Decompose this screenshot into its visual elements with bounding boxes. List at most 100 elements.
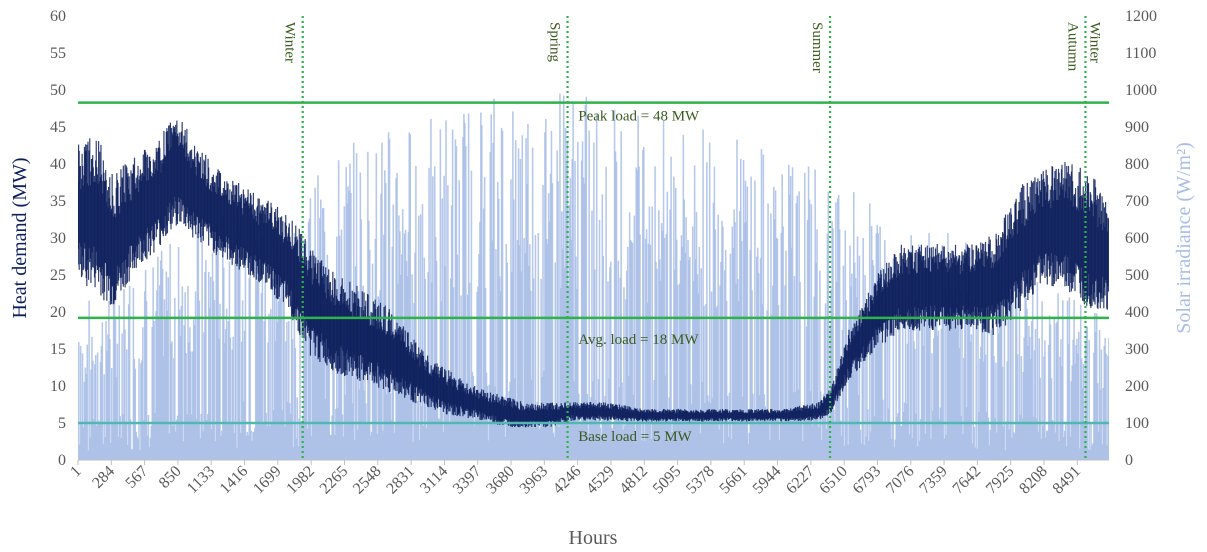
solar-bar	[1092, 443, 1094, 460]
solar-bar	[315, 331, 317, 460]
solar-bar	[389, 392, 392, 460]
solar-bar	[498, 276, 501, 460]
solar-bar	[1089, 449, 1091, 460]
solar-bar	[884, 240, 886, 460]
solar-bar	[143, 291, 146, 460]
solar-bar	[122, 414, 124, 460]
solar-bar	[82, 427, 85, 460]
solar-bar	[1051, 420, 1054, 460]
solar-bar	[477, 286, 479, 460]
solar-bar	[782, 226, 784, 460]
solar-bar	[242, 401, 245, 460]
solar-bar	[512, 111, 514, 460]
solar-bar	[634, 440, 637, 460]
solar-bar	[1018, 310, 1021, 460]
solar-bar	[1047, 345, 1050, 460]
solar-bar	[386, 381, 389, 460]
solar-bar	[202, 431, 204, 460]
solar-bar	[955, 328, 958, 460]
solar-bar	[495, 249, 497, 460]
solar-bar	[303, 240, 305, 460]
solar-bar	[726, 395, 729, 460]
solar-bar	[1029, 336, 1031, 460]
solar-bar	[335, 408, 337, 460]
solar-bar	[564, 128, 567, 460]
solar-bar	[622, 429, 624, 460]
solar-bar	[261, 235, 264, 460]
solar-bar	[342, 436, 345, 460]
reference-line-label: Avg. load = 18 MW	[578, 332, 699, 348]
solar-bar	[85, 374, 88, 460]
solar-bar	[765, 410, 767, 460]
solar-bar	[190, 351, 192, 460]
solar-bar	[219, 303, 221, 460]
solar-bar	[529, 244, 531, 460]
solar-bar	[1031, 288, 1034, 460]
solar-bar	[906, 343, 909, 460]
solar-bar	[821, 400, 824, 460]
solar-bar	[601, 194, 604, 460]
solar-bar	[915, 413, 917, 460]
solar-bar	[869, 431, 872, 460]
solar-bar	[820, 440, 823, 460]
solar-bar	[894, 439, 896, 460]
solar-bar	[1030, 359, 1032, 460]
solar-bar	[104, 437, 106, 460]
solar-bar	[113, 295, 116, 460]
solar-bar	[334, 434, 336, 460]
solar-bar	[980, 346, 982, 460]
solar-bar	[329, 435, 331, 460]
solar-bar	[877, 233, 880, 460]
solar-bar	[1049, 324, 1052, 460]
solar-bar	[249, 223, 251, 460]
solar-bar	[1021, 418, 1024, 460]
solar-bar	[475, 417, 477, 460]
solar-bar	[803, 406, 805, 460]
solar-bar	[1048, 315, 1051, 460]
solar-bar	[571, 159, 573, 460]
solar-bar	[189, 327, 191, 460]
solar-bar	[788, 164, 790, 460]
solar-bar	[1103, 346, 1106, 460]
y-tick-right: 500	[1125, 267, 1149, 284]
solar-bar	[298, 418, 300, 460]
solar-bar	[266, 425, 268, 460]
solar-bar	[153, 321, 155, 460]
solar-bar	[502, 407, 505, 460]
solar-bar	[747, 443, 750, 460]
solar-bar	[409, 134, 411, 460]
solar-bar	[563, 267, 566, 460]
solar-bar	[657, 409, 659, 460]
solar-bar	[637, 115, 639, 460]
solar-bar	[997, 264, 999, 460]
x-tick-label: 1416	[217, 463, 252, 498]
solar-bar	[1017, 421, 1020, 460]
solar-bar	[928, 233, 930, 460]
solar-bar	[835, 202, 837, 460]
solar-bar	[603, 411, 605, 460]
solar-bar	[446, 398, 448, 460]
solar-bar	[174, 297, 176, 460]
solar-bar	[382, 431, 384, 460]
solar-bar	[885, 421, 888, 460]
solar-bar	[753, 414, 755, 460]
y-tick-right: 300	[1125, 341, 1149, 358]
x-tick-label: 1133	[184, 463, 218, 497]
solar-bar	[953, 313, 956, 460]
solar-bar	[775, 237, 778, 460]
solar-bar	[662, 120, 665, 460]
y-axis-right-title: Solar irradiance (W/m²)	[1173, 142, 1195, 333]
solar-bar	[1044, 340, 1046, 460]
solar-bar	[984, 354, 987, 460]
solar-bar	[418, 439, 421, 460]
solar-bar	[890, 439, 893, 460]
solar-bar	[986, 308, 989, 460]
solar-bar	[578, 393, 580, 460]
solar-bar	[287, 401, 289, 460]
solar-bar	[755, 424, 757, 460]
solar-bar	[760, 149, 763, 460]
solar-bar	[372, 311, 375, 460]
solar-bar	[795, 203, 798, 460]
solar-bar	[887, 408, 890, 460]
